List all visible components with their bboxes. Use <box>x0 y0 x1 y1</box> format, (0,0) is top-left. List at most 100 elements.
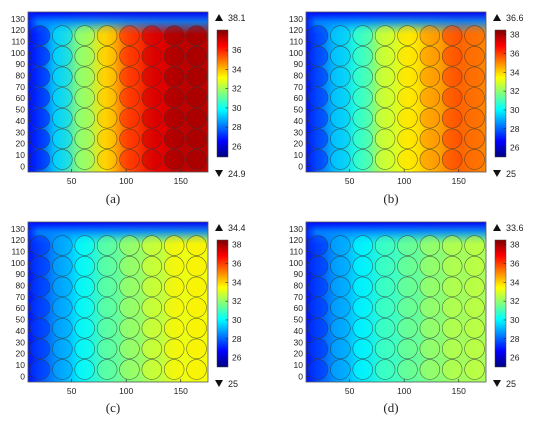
cell-circle <box>464 317 485 339</box>
cell-circle <box>141 46 163 67</box>
cell-circle <box>464 46 485 67</box>
cell-circle <box>330 276 351 298</box>
y-tick-label: 90 <box>16 269 26 279</box>
y-tick-label: 60 <box>294 303 304 313</box>
y-tick-label: 130 <box>11 14 25 24</box>
panel-caption: (a) <box>106 191 120 206</box>
cell-circle <box>397 359 418 380</box>
colorbar-tick-label: 38 <box>510 30 520 40</box>
cell-circle <box>186 317 207 339</box>
cell-circle <box>119 235 140 256</box>
y-tick-label: 100 <box>11 48 25 58</box>
y-tick-label: 60 <box>294 93 304 103</box>
colorbar <box>494 29 507 158</box>
x-tick-label: 100 <box>119 176 133 186</box>
y-tick-label: 30 <box>294 127 304 137</box>
colorbar-tick-label: 32 <box>232 84 242 94</box>
cell-circle <box>464 235 485 256</box>
colorbar-min-label: 25 <box>506 379 516 389</box>
colorbar-max-label: 36.6 <box>506 13 524 23</box>
cell-circle <box>186 359 207 380</box>
cell-circle <box>374 297 396 318</box>
cell-circle <box>96 87 118 108</box>
panel-caption: (d) <box>383 400 398 415</box>
colorbar <box>216 239 229 368</box>
y-tick-label: 40 <box>294 116 304 126</box>
y-tick-label: 130 <box>11 224 25 234</box>
cell-circle <box>330 297 351 318</box>
cell-circle <box>464 128 485 150</box>
cell-circle <box>52 256 73 277</box>
colorbar-tick-label: 26 <box>232 141 242 151</box>
cell-circle <box>330 87 351 108</box>
cell-circle <box>441 87 463 108</box>
min-marker-icon <box>215 170 223 177</box>
cell-circle <box>441 128 463 150</box>
colorbar-max-label: 34.4 <box>228 223 246 233</box>
cell-circle <box>74 359 95 380</box>
cell-circle <box>74 235 95 256</box>
y-tick-label: 70 <box>16 292 26 302</box>
y-tick-label: 110 <box>11 247 25 257</box>
cell-circle <box>96 107 118 129</box>
y-tick-label: 70 <box>294 82 304 92</box>
cell-circle <box>52 297 73 318</box>
cell-circle <box>397 128 418 150</box>
cell-circle <box>397 235 418 256</box>
colorbar-tick-label: 36 <box>510 259 520 269</box>
colorbar-min-label: 25 <box>228 379 238 389</box>
cell-circle <box>74 276 95 298</box>
colorbar-min-label: 24.9 <box>228 169 246 179</box>
cell-circle <box>374 107 396 129</box>
cell-circle <box>74 66 95 88</box>
cell-circle <box>74 317 95 339</box>
cell-circle <box>163 276 185 298</box>
cell-circle <box>419 235 441 256</box>
cell-circle <box>141 87 163 108</box>
cell-circle <box>119 128 140 150</box>
colorbar-tick-label: 34 <box>232 277 242 287</box>
x-tick-label: 50 <box>345 386 355 396</box>
y-tick-label: 10 <box>294 360 304 370</box>
cell-circle <box>352 25 373 46</box>
cell-circle <box>163 338 185 360</box>
x-tick-label: 150 <box>174 386 188 396</box>
cell-circle <box>397 107 418 129</box>
colorbar-min-label: 25 <box>506 169 516 179</box>
y-tick-label: 40 <box>16 326 26 336</box>
cell-circle <box>307 235 329 256</box>
cell-circle <box>119 46 140 67</box>
cell-circle <box>163 87 185 108</box>
y-tick-label: 30 <box>16 127 26 137</box>
cell-circle <box>352 317 373 339</box>
cell-circle <box>141 149 163 170</box>
y-tick-label: 10 <box>16 150 26 160</box>
cell-circle <box>163 128 185 150</box>
cell-circle <box>419 87 441 108</box>
y-tick-label: 120 <box>289 25 303 35</box>
y-tick-label: 130 <box>289 224 303 234</box>
y-tick-label: 50 <box>294 315 304 325</box>
cell-circle <box>374 25 396 46</box>
x-tick-label: 50 <box>67 386 77 396</box>
cell-circle <box>141 107 163 129</box>
y-tick-label: 20 <box>294 349 304 359</box>
cell-circle <box>464 87 485 108</box>
y-tick-label: 90 <box>294 59 304 69</box>
cell-circle <box>186 87 207 108</box>
cell-circle <box>74 338 95 360</box>
cell-circle <box>464 107 485 129</box>
plot-frame <box>305 221 487 383</box>
colorbar-tick-label: 26 <box>232 353 242 363</box>
cell-circle <box>330 359 351 380</box>
cell-circle <box>186 128 207 150</box>
cell-circle <box>119 66 140 88</box>
cell-circle <box>352 87 373 108</box>
y-tick-label: 10 <box>16 360 26 370</box>
y-tick-label: 100 <box>289 48 303 58</box>
cell-circle <box>374 235 396 256</box>
cell-circle <box>419 25 441 46</box>
y-tick-label: 20 <box>16 349 26 359</box>
cell-circle <box>163 317 185 339</box>
